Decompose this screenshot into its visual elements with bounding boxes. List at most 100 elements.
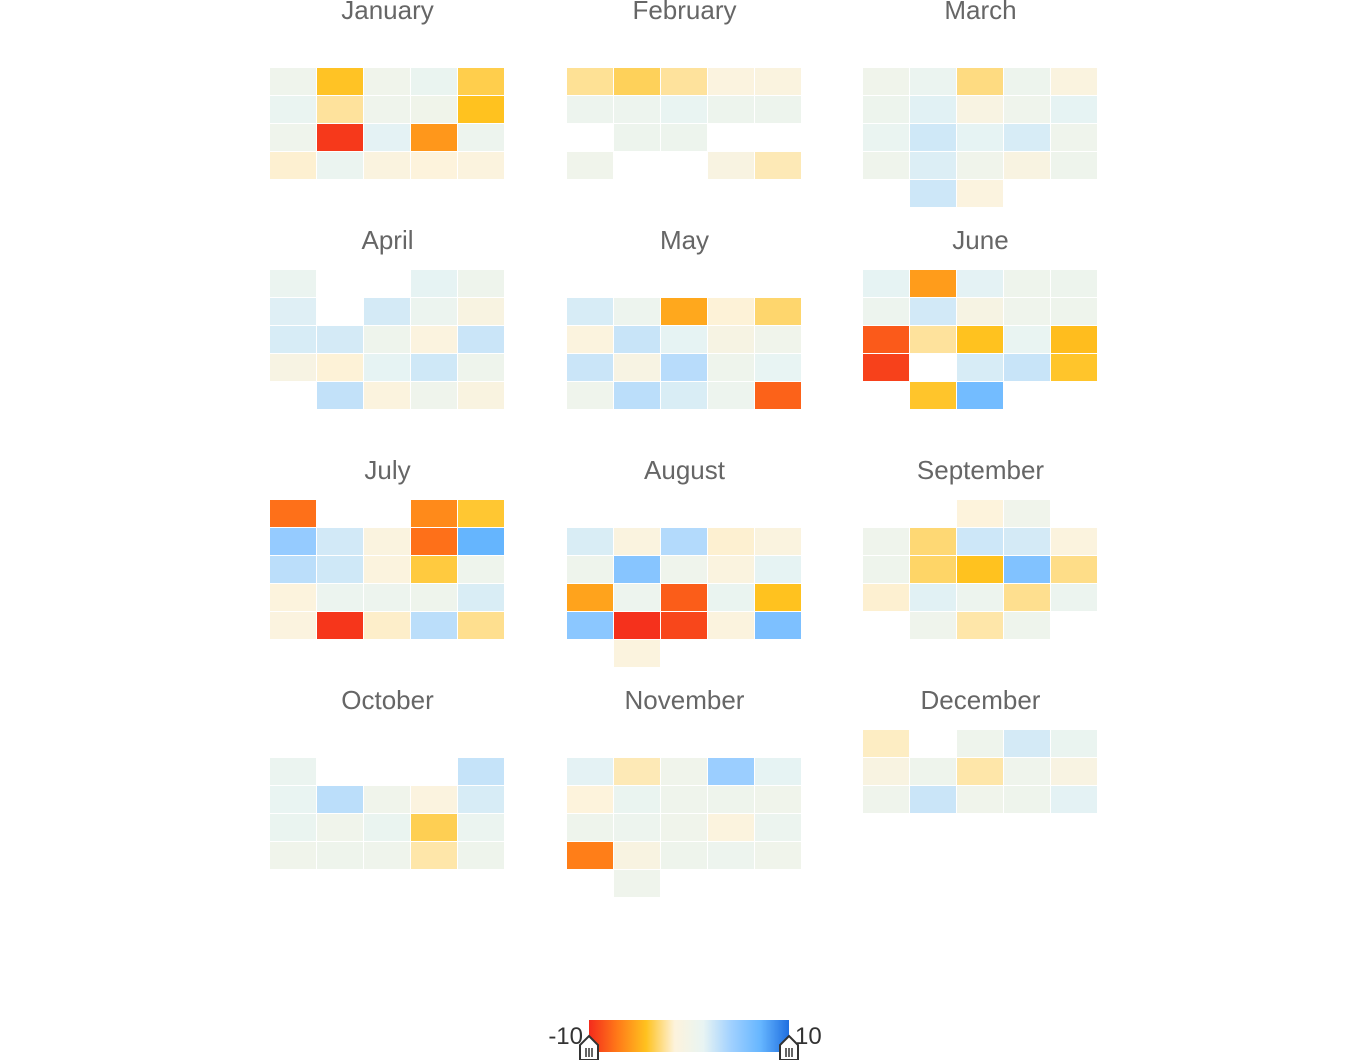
day-cell[interactable] [755, 354, 801, 381]
day-cell[interactable] [364, 612, 410, 639]
day-cell[interactable] [270, 758, 316, 785]
day-cell[interactable] [270, 96, 316, 123]
day-cell[interactable] [1051, 326, 1097, 353]
day-cell[interactable] [910, 326, 956, 353]
day-cell[interactable] [755, 382, 801, 409]
day-cell[interactable] [270, 152, 316, 179]
day-cell[interactable] [755, 68, 801, 95]
day-cell[interactable] [910, 152, 956, 179]
day-cell[interactable] [755, 96, 801, 123]
day-cell[interactable] [661, 528, 707, 555]
day-cell[interactable] [614, 612, 660, 639]
day-cell[interactable] [614, 124, 660, 151]
day-cell[interactable] [957, 500, 1003, 527]
day-cell[interactable] [411, 842, 457, 869]
day-cell[interactable] [567, 842, 613, 869]
day-cell[interactable] [364, 96, 410, 123]
day-cell[interactable] [708, 842, 754, 869]
day-cell[interactable] [755, 814, 801, 841]
day-cell[interactable] [270, 500, 316, 527]
day-cell[interactable] [614, 528, 660, 555]
day-cell[interactable] [270, 842, 316, 869]
day-cell[interactable] [661, 124, 707, 151]
day-cell[interactable] [957, 528, 1003, 555]
day-cell[interactable] [863, 730, 909, 757]
day-cell[interactable] [458, 556, 504, 583]
day-cell[interactable] [364, 842, 410, 869]
day-cell[interactable] [270, 584, 316, 611]
day-cell[interactable] [1004, 500, 1050, 527]
day-cell[interactable] [863, 326, 909, 353]
day-cell[interactable] [661, 96, 707, 123]
day-cell[interactable] [411, 528, 457, 555]
day-cell[interactable] [1051, 152, 1097, 179]
day-cell[interactable] [411, 270, 457, 297]
day-cell[interactable] [708, 758, 754, 785]
day-cell[interactable] [957, 96, 1003, 123]
day-cell[interactable] [708, 584, 754, 611]
day-cell[interactable] [661, 556, 707, 583]
day-cell[interactable] [708, 528, 754, 555]
day-cell[interactable] [458, 786, 504, 813]
day-cell[interactable] [1051, 270, 1097, 297]
day-cell[interactable] [661, 786, 707, 813]
day-cell[interactable] [317, 556, 363, 583]
day-cell[interactable] [567, 382, 613, 409]
day-cell[interactable] [458, 584, 504, 611]
day-cell[interactable] [411, 556, 457, 583]
day-cell[interactable] [1051, 758, 1097, 785]
day-cell[interactable] [708, 612, 754, 639]
day-cell[interactable] [317, 842, 363, 869]
day-cell[interactable] [755, 584, 801, 611]
day-cell[interactable] [755, 842, 801, 869]
day-cell[interactable] [863, 528, 909, 555]
day-cell[interactable] [614, 382, 660, 409]
day-cell[interactable] [910, 96, 956, 123]
day-cell[interactable] [661, 758, 707, 785]
day-cell[interactable] [957, 270, 1003, 297]
day-cell[interactable] [567, 96, 613, 123]
day-cell[interactable] [411, 584, 457, 611]
day-cell[interactable] [910, 298, 956, 325]
day-cell[interactable] [708, 556, 754, 583]
day-cell[interactable] [411, 326, 457, 353]
day-cell[interactable] [458, 528, 504, 555]
day-cell[interactable] [1004, 96, 1050, 123]
day-cell[interactable] [458, 842, 504, 869]
day-cell[interactable] [458, 326, 504, 353]
day-cell[interactable] [957, 758, 1003, 785]
day-cell[interactable] [1004, 68, 1050, 95]
day-cell[interactable] [567, 612, 613, 639]
day-cell[interactable] [317, 68, 363, 95]
day-cell[interactable] [1051, 68, 1097, 95]
day-cell[interactable] [708, 786, 754, 813]
day-cell[interactable] [661, 584, 707, 611]
day-cell[interactable] [364, 814, 410, 841]
day-cell[interactable] [755, 326, 801, 353]
day-cell[interactable] [1004, 528, 1050, 555]
day-cell[interactable] [614, 298, 660, 325]
day-cell[interactable] [458, 500, 504, 527]
day-cell[interactable] [411, 124, 457, 151]
day-cell[interactable] [910, 68, 956, 95]
day-cell[interactable] [458, 758, 504, 785]
day-cell[interactable] [910, 758, 956, 785]
day-cell[interactable] [567, 814, 613, 841]
day-cell[interactable] [1051, 124, 1097, 151]
day-cell[interactable] [567, 68, 613, 95]
day-cell[interactable] [317, 786, 363, 813]
day-cell[interactable] [1051, 730, 1097, 757]
day-cell[interactable] [708, 814, 754, 841]
day-cell[interactable] [957, 298, 1003, 325]
day-cell[interactable] [1051, 96, 1097, 123]
day-cell[interactable] [567, 354, 613, 381]
day-cell[interactable] [614, 814, 660, 841]
day-cell[interactable] [567, 758, 613, 785]
day-cell[interactable] [364, 68, 410, 95]
day-cell[interactable] [364, 152, 410, 179]
day-cell[interactable] [863, 758, 909, 785]
day-cell[interactable] [863, 270, 909, 297]
day-cell[interactable] [661, 354, 707, 381]
day-cell[interactable] [614, 68, 660, 95]
day-cell[interactable] [1004, 584, 1050, 611]
